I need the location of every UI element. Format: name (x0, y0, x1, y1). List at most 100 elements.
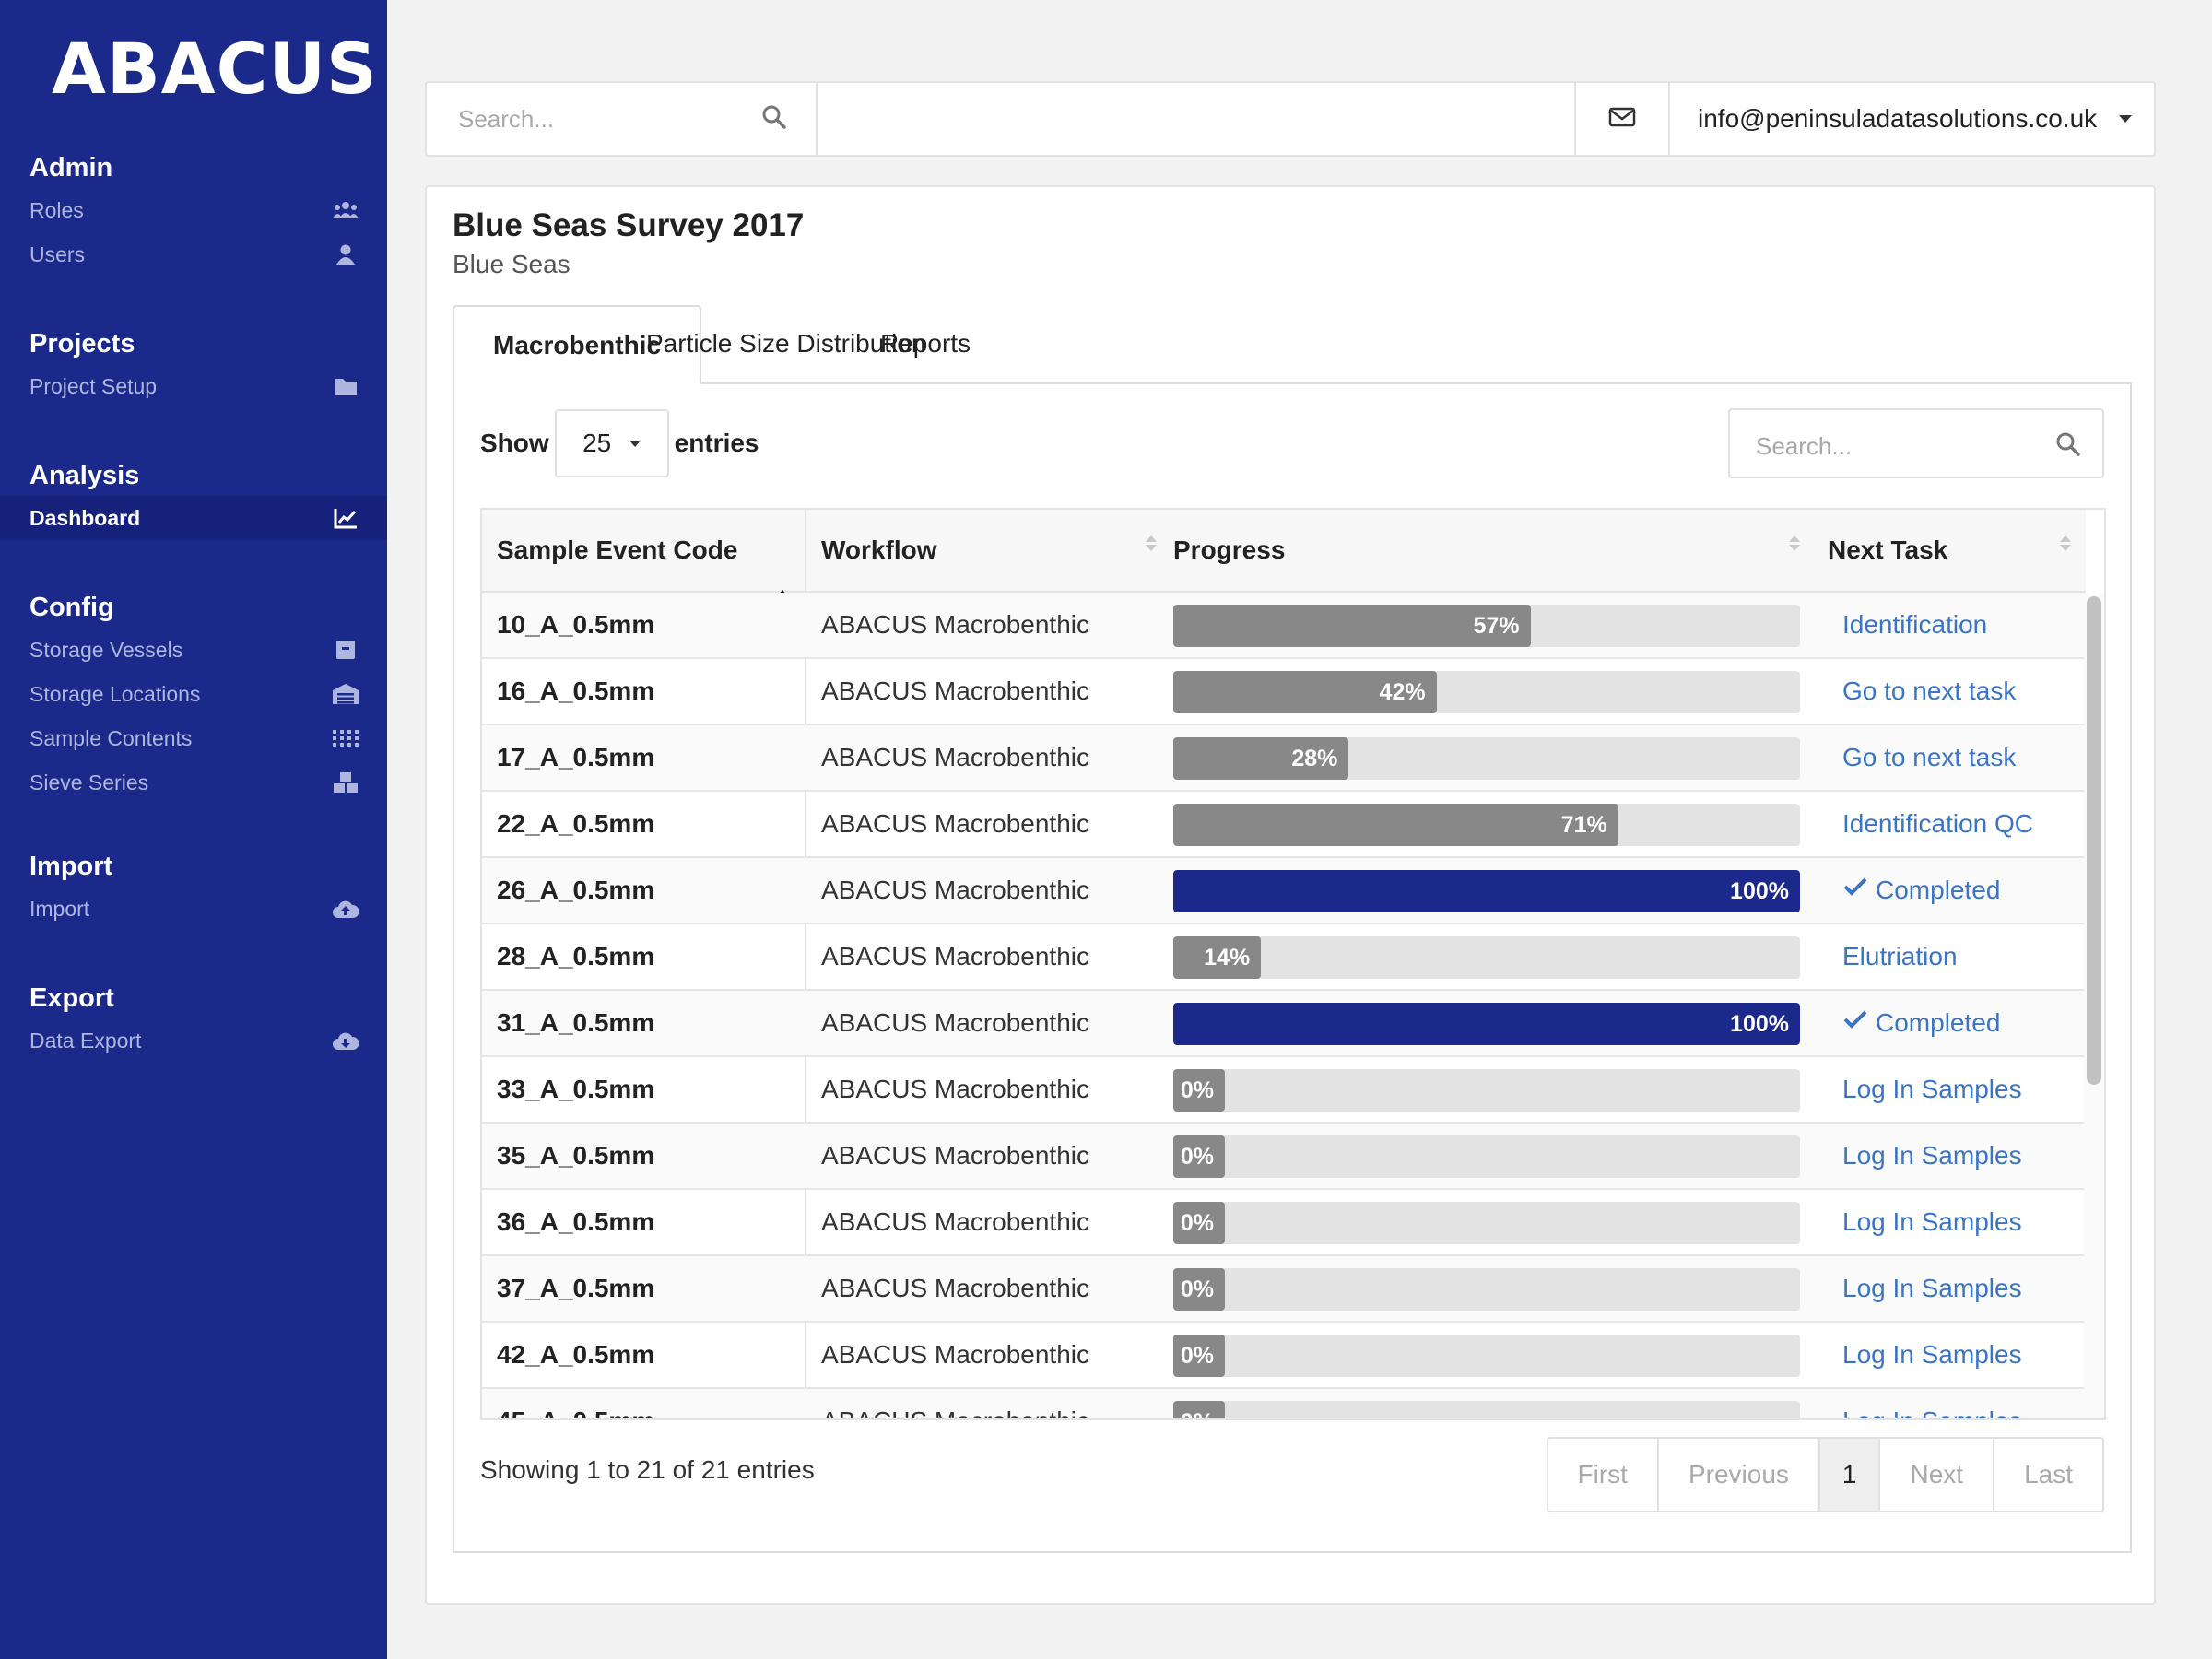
sidebar-item-users[interactable]: Users (0, 232, 387, 276)
progress-bar: 14% (1173, 936, 1800, 979)
table-row[interactable]: 45_A_0.5mm ABACUS Macrobenthic 0% Log In Sa… (482, 1389, 2086, 1418)
envelope-icon (1608, 106, 1636, 133)
progress-bar: 28% (1173, 737, 1800, 780)
tab-bar: Macrobenthic Particle Size Distribution … (453, 305, 2132, 384)
sample-event-code-cell: 10_A_0.5mm (497, 610, 655, 639)
sidebar-item-label: Dashboard (29, 506, 141, 530)
sample-event-code-cell: 36_A_0.5mm (497, 1207, 655, 1236)
chart-line-icon (332, 504, 359, 532)
next-task-link[interactable]: Log In Samples (1828, 1323, 2022, 1387)
page-length-control: Show 25 entries (480, 408, 759, 478)
next-task-link[interactable]: Log In Samples (1828, 1190, 2022, 1254)
table-row[interactable]: 37_A_0.5mm ABACUS Macrobenthic 0% Log In Sa… (482, 1256, 2086, 1323)
pagination-first[interactable]: First (1548, 1439, 1659, 1511)
progress-bar: 57% (1173, 605, 1800, 647)
workflow-cell: ABACUS Macrobenthic (821, 677, 1090, 705)
next-task-link[interactable]: Log In Samples (1828, 1256, 2022, 1321)
sidebar-item-dashboard[interactable]: Dashboard (0, 496, 387, 540)
next-task-link[interactable]: Go to next task (1828, 659, 2016, 724)
sidebar-item-sample-contents[interactable]: Sample Contents (0, 716, 387, 760)
column-header-progress[interactable]: Progress (1159, 510, 1815, 591)
nav-heading: Config (29, 593, 114, 622)
sidebar-item-storage-locations[interactable]: Storage Locations (0, 672, 387, 716)
progress-bar-fill: 57% (1173, 605, 1531, 647)
next-task-link[interactable]: Log In Samples (1828, 1057, 2022, 1122)
search-icon[interactable] (2054, 430, 2082, 463)
next-task-link[interactable]: Log In Samples (1828, 1124, 2022, 1188)
global-search-input[interactable] (456, 100, 755, 138)
workflow-cell: ABACUS Macrobenthic (821, 610, 1090, 639)
column-header-sample-event-code[interactable]: Sample Event Code (482, 510, 805, 599)
next-task-link[interactable]: Elutriation (1828, 924, 1958, 989)
table-row[interactable]: 28_A_0.5mm ABACUS Macrobenthic 14% Elutriat… (482, 924, 2086, 991)
pagination-previous[interactable]: Previous (1659, 1439, 1820, 1511)
table-row[interactable]: 36_A_0.5mm ABACUS Macrobenthic 0% Log In Sa… (482, 1190, 2086, 1256)
sidebar-item-import[interactable]: Import (0, 887, 387, 931)
sidebar-item-sieve-series[interactable]: Sieve Series (0, 760, 387, 805)
progress-bar-fill: 100% (1173, 870, 1800, 912)
next-task-label: Log In Samples (1842, 1340, 2022, 1369)
page-length-select[interactable]: 25 (554, 409, 669, 477)
table-search (1728, 408, 2104, 478)
table-row[interactable]: 22_A_0.5mm ABACUS Macrobenthic 71% Identifi… (482, 792, 2086, 858)
sidebar-item-label: Users (29, 242, 86, 266)
scrollbar-thumb[interactable] (2087, 596, 2101, 1085)
table-row[interactable]: 31_A_0.5mm ABACUS Macrobenthic 100% Complet… (482, 991, 2086, 1057)
tab-particle-size-distribution[interactable]: Particle Size Distribution (646, 329, 926, 358)
warehouse-icon (332, 680, 359, 708)
table-info: Showing 1 to 21 of 21 entries (480, 1455, 815, 1484)
table-row[interactable]: 16_A_0.5mm ABACUS Macrobenthic 42% Go to ne… (482, 659, 2086, 725)
next-task-label: Log In Samples (1842, 1141, 2022, 1170)
workflow-cell: ABACUS Macrobenthic (821, 1075, 1090, 1103)
next-task-link[interactable]: Log In Samples (1828, 1389, 2022, 1418)
user-menu[interactable]: info@peninsuladatasolutions.co.uk (1670, 83, 2154, 155)
sample-event-code-cell: 45_A_0.5mm (482, 1389, 654, 1418)
progress-bar: 0% (1173, 1335, 1800, 1377)
sidebar-item-roles[interactable]: Roles (0, 188, 387, 232)
sample-event-code-cell: 37_A_0.5mm (497, 1274, 655, 1302)
next-task-link[interactable]: Go to next task (1828, 725, 2016, 790)
next-task-label: Log In Samples (1842, 1274, 2022, 1302)
check-icon (1842, 857, 1868, 922)
check-icon (1842, 990, 1868, 1054)
progress-bar: 0% (1173, 1268, 1800, 1311)
sidebar-item-project-setup[interactable]: Project Setup (0, 364, 387, 408)
table-row[interactable]: 17_A_0.5mm ABACUS Macrobenthic 28% Go to ne… (482, 725, 2086, 792)
table-row[interactable]: 10_A_0.5mm ABACUS Macrobenthic 57% Identifi… (482, 593, 2086, 659)
progress-bar: 0% (1173, 1135, 1800, 1178)
table-row[interactable]: 42_A_0.5mm ABACUS Macrobenthic 0% Log In Sa… (482, 1323, 2086, 1389)
progress-bar-fill: 0% (1173, 1135, 1225, 1178)
completed-status: Completed (1828, 858, 2000, 923)
progress-bar: 71% (1173, 804, 1800, 846)
table-search-input[interactable] (1754, 427, 2034, 465)
column-header-label: Workflow (821, 535, 937, 564)
workflow-cell: ABACUS Macrobenthic (821, 876, 1090, 904)
app-logo[interactable]: ABACUS (52, 28, 378, 110)
next-task-link[interactable]: Identification (1828, 593, 1987, 657)
search-icon[interactable] (760, 103, 788, 135)
tab-macrobenthic[interactable]: Macrobenthic (453, 305, 702, 384)
table-row[interactable]: 26_A_0.5mm ABACUS Macrobenthic 100% Complet… (482, 858, 2086, 924)
messages-button[interactable] (1574, 83, 1670, 155)
pagination-next[interactable]: Next (1880, 1439, 1995, 1511)
pagination-last[interactable]: Last (2024, 1460, 2073, 1488)
table-scrollbar[interactable] (2084, 593, 2104, 1418)
pagination-page-1[interactable]: 1 (1819, 1439, 1881, 1511)
sort-icon (1146, 535, 1157, 551)
sample-event-code-cell: 26_A_0.5mm (497, 876, 655, 904)
tab-reports[interactable]: Reports (880, 329, 971, 358)
show-label: Show (480, 429, 549, 457)
sidebar-item-data-export[interactable]: Data Export (0, 1018, 387, 1063)
sample-event-code-cell: 31_A_0.5mm (497, 1008, 655, 1037)
sample-event-code-cell: 28_A_0.5mm (497, 942, 655, 971)
table-row[interactable]: 35_A_0.5mm ABACUS Macrobenthic 0% Log In Sa… (482, 1124, 2086, 1190)
next-task-link[interactable]: Identification QC (1828, 792, 2033, 856)
table-row[interactable]: 33_A_0.5mm ABACUS Macrobenthic 0% Log In Sa… (482, 1057, 2086, 1124)
sidebar-item-storage-vessels[interactable]: Storage Vessels (0, 628, 387, 672)
column-header-workflow[interactable]: Workflow (806, 510, 1171, 591)
next-task-label: Elutriation (1842, 942, 1958, 971)
column-header-next-task[interactable]: Next Task (1813, 510, 2086, 591)
table-header: Sample Event Code Workflow Progress Next… (482, 510, 2086, 599)
workflow-cell: ABACUS Macrobenthic (821, 743, 1090, 771)
nav-section-config: Config Storage Vessels Storage Locations Sa… (0, 587, 387, 805)
